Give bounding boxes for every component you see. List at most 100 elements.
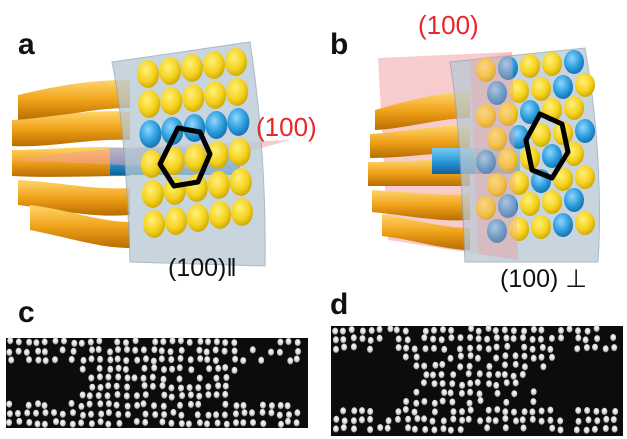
- particle: [222, 390, 229, 399]
- particle: [610, 416, 617, 424]
- particle: [231, 366, 238, 374]
- particle: [530, 326, 537, 334]
- particle: [332, 425, 339, 433]
- particle: [422, 426, 429, 434]
- particle: [133, 418, 140, 426]
- yellow-rod-end: [137, 60, 159, 88]
- particle: [86, 400, 93, 408]
- particle: [421, 415, 428, 423]
- particle: [405, 415, 412, 423]
- particle: [88, 410, 94, 418]
- particle: [441, 345, 448, 354]
- particle: [86, 392, 93, 400]
- particle: [132, 337, 139, 345]
- particle: [16, 417, 23, 426]
- particle: [411, 425, 418, 433]
- blue-rod-end: [476, 150, 496, 174]
- particle: [575, 407, 582, 415]
- particle: [456, 345, 463, 353]
- particle: [537, 335, 544, 343]
- particle: [294, 409, 301, 417]
- particle: [95, 392, 102, 400]
- particle: [195, 400, 202, 408]
- particle: [123, 339, 129, 347]
- particle: [584, 327, 591, 335]
- yellow-rod-end: [181, 54, 203, 82]
- particle: [529, 345, 536, 353]
- particle: [187, 391, 194, 399]
- particle: [258, 356, 265, 364]
- particle: [140, 374, 147, 382]
- particle: [71, 339, 78, 347]
- particle: [214, 419, 221, 427]
- particle: [294, 339, 301, 347]
- particle: [610, 334, 617, 342]
- particle: [124, 374, 131, 382]
- particle: [133, 392, 140, 400]
- particle: [233, 402, 240, 410]
- yellow-rod-end: [531, 215, 551, 239]
- particle: [160, 338, 167, 346]
- particle: [421, 362, 428, 370]
- particle: [393, 326, 400, 334]
- particle: [484, 335, 491, 343]
- particle: [26, 356, 32, 364]
- particle: [538, 353, 545, 361]
- particle: [582, 336, 589, 344]
- particle: [215, 382, 222, 390]
- particle: [376, 325, 383, 333]
- yellow-rod-end: [498, 102, 518, 126]
- particle: [231, 339, 238, 347]
- particle: [574, 345, 581, 353]
- particle: [115, 346, 121, 354]
- yellow-rod-end: [162, 147, 185, 175]
- particle: [521, 408, 528, 416]
- particle: [339, 327, 346, 335]
- particle: [367, 415, 374, 424]
- yellow-rod-end: [225, 48, 247, 76]
- particle: [79, 365, 86, 373]
- particle: [115, 373, 122, 381]
- particle: [402, 327, 409, 335]
- particle: [477, 397, 484, 405]
- particle: [358, 416, 365, 424]
- particle: [131, 374, 138, 382]
- particle: [160, 375, 167, 383]
- particle: [413, 399, 420, 407]
- particle: [52, 337, 59, 345]
- particle: [573, 426, 580, 434]
- particle: [422, 327, 429, 335]
- blue-rod-end: [564, 50, 584, 74]
- particle: [359, 407, 365, 415]
- particle: [168, 384, 175, 392]
- particle: [159, 418, 166, 426]
- particle: [33, 339, 40, 347]
- particle: [196, 392, 203, 400]
- particle: [6, 419, 12, 427]
- particle: [611, 425, 618, 433]
- particle: [168, 393, 175, 401]
- particle: [260, 420, 267, 428]
- yellow-rod-end: [531, 77, 551, 101]
- yellow-rod-end: [575, 73, 595, 97]
- particle: [141, 364, 148, 373]
- particle: [123, 357, 130, 365]
- panel-b-plane-label: (100): [418, 10, 479, 40]
- blue-rod-end: [227, 108, 250, 136]
- particle: [213, 374, 220, 382]
- particle: [340, 424, 347, 432]
- particle: [178, 411, 185, 419]
- particle: [520, 334, 526, 342]
- particle: [123, 392, 130, 400]
- particle: [350, 334, 357, 342]
- particle: [212, 357, 219, 365]
- particle: [284, 402, 291, 410]
- particle: [420, 379, 427, 387]
- particle: [510, 335, 517, 343]
- particle: [502, 352, 509, 360]
- particle: [403, 344, 410, 352]
- particle: [152, 338, 159, 346]
- particle: [88, 374, 95, 382]
- particle: [25, 401, 32, 409]
- particle: [429, 417, 436, 425]
